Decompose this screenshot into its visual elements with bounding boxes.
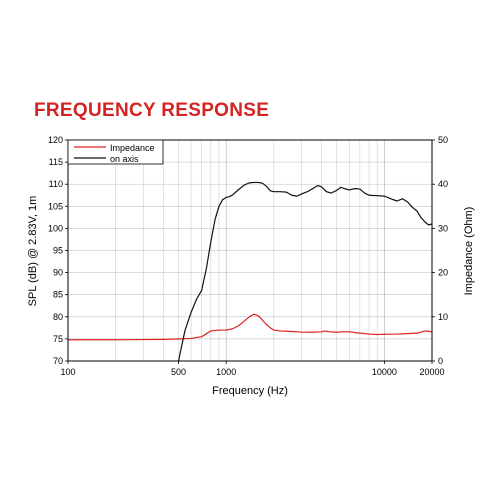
y2-tick-label: 20 bbox=[438, 268, 448, 278]
legend-label-on-axis: on axis bbox=[110, 154, 139, 164]
y-tick-label: 120 bbox=[48, 135, 63, 145]
series-line-impedance bbox=[68, 313, 432, 341]
y2-tick-label: 40 bbox=[438, 179, 448, 189]
y-tick-label: 75 bbox=[53, 334, 63, 344]
x-tick-label: 100 bbox=[60, 367, 75, 377]
x-tick-label: 10000 bbox=[372, 367, 397, 377]
y-tick-label: 115 bbox=[49, 157, 63, 167]
series-lines bbox=[68, 181, 432, 361]
y-tick-label: 90 bbox=[53, 268, 63, 278]
legend: Impedance on axis bbox=[67, 139, 164, 165]
y-tick-label: 100 bbox=[48, 223, 63, 233]
y-axis-label: SPL (dB) @ 2.83V, 1m bbox=[27, 196, 39, 307]
y-tick-label: 110 bbox=[49, 179, 63, 189]
y-tick-label: 85 bbox=[53, 290, 63, 300]
legend-label-impedance: Impedance bbox=[110, 143, 155, 153]
grid bbox=[68, 140, 432, 361]
y2-tick-label: 0 bbox=[438, 356, 443, 366]
tick-marks: 70 75 80 85 90 95 100 105 110 115 120 0 10 20 30 40 50 10… bbox=[48, 135, 448, 377]
y2-tick-label: 50 bbox=[438, 135, 448, 145]
y2-tick-label: 30 bbox=[438, 223, 448, 233]
y2-tick-label: 10 bbox=[438, 312, 448, 322]
y-tick-label: 80 bbox=[53, 312, 63, 322]
x-tick-label: 20000 bbox=[419, 367, 444, 377]
x-tick-label: 500 bbox=[171, 367, 186, 377]
y2-axis-label: Impedance (Ohm) bbox=[463, 207, 475, 296]
y-tick-label: 105 bbox=[48, 201, 63, 211]
page-heading: FREQUENCY RESPONSE bbox=[34, 100, 270, 121]
y-tick-label: 95 bbox=[53, 246, 63, 256]
x-tick-label: 1000 bbox=[216, 367, 236, 377]
legend-box bbox=[67, 139, 164, 165]
series-line-on-axis bbox=[177, 181, 432, 361]
x-axis-label: Frequency (Hz) bbox=[212, 385, 288, 397]
y-tick-label: 70 bbox=[53, 356, 63, 366]
